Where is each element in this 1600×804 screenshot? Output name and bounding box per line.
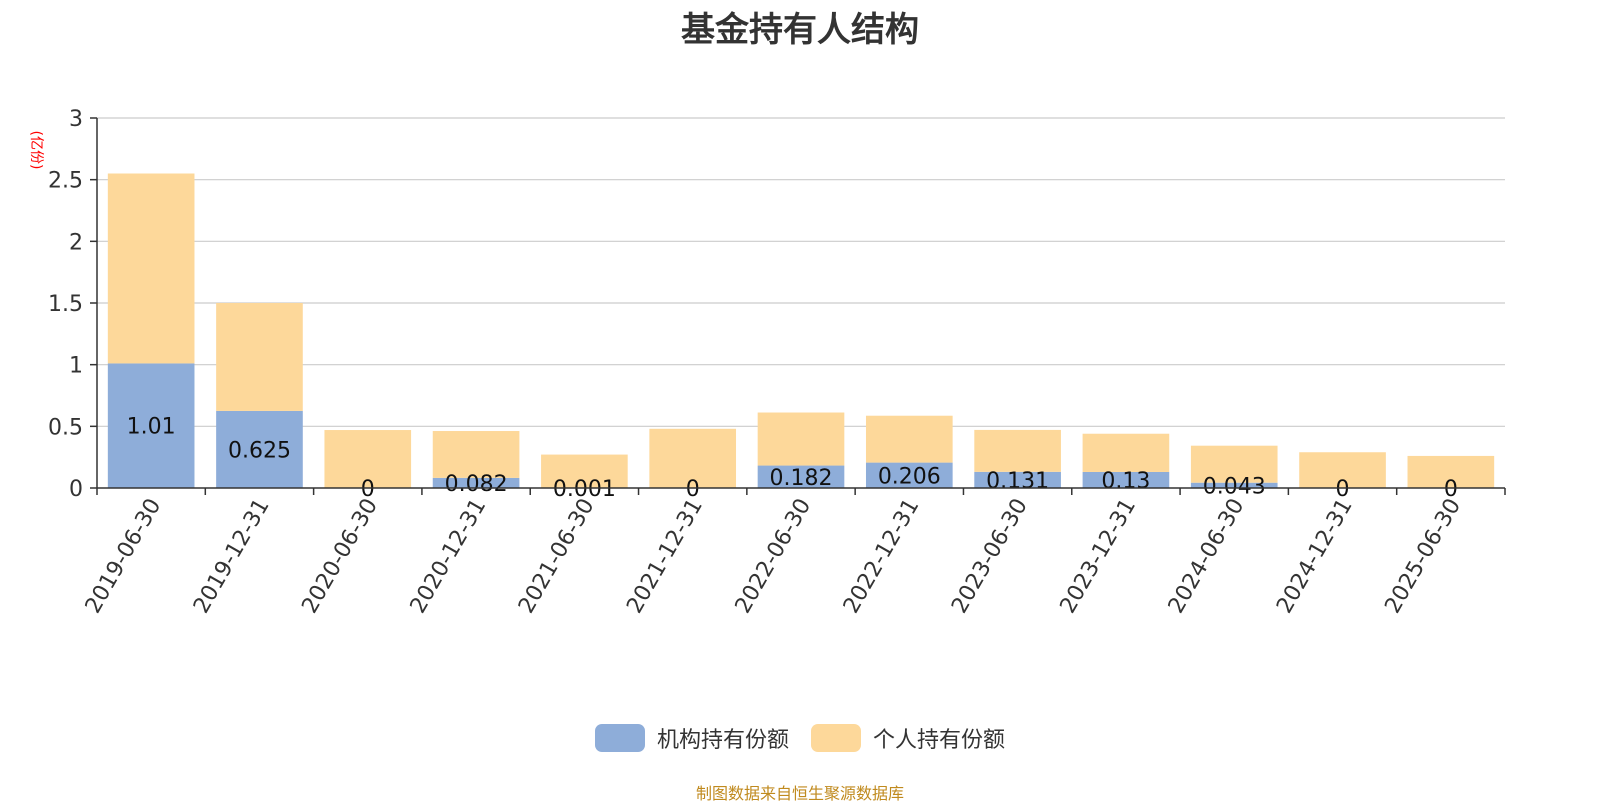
x-tick-label: 2021-06-30 xyxy=(514,495,600,618)
data-label-institution: 0.082 xyxy=(445,472,508,497)
y-tick-label: 2.5 xyxy=(48,169,83,194)
legend: 机构持有份额 个人持有份额 xyxy=(0,722,1600,754)
x-tick-label: 2025-06-30 xyxy=(1380,495,1466,618)
bar-individual xyxy=(758,413,845,466)
x-tick-label: 2019-06-30 xyxy=(81,495,167,618)
legend-swatch-individual xyxy=(811,724,861,752)
legend-swatch-institution xyxy=(595,724,645,752)
data-label-institution: 0.131 xyxy=(986,469,1049,494)
x-tick-label: 2022-06-30 xyxy=(731,495,817,618)
y-tick-label: 0.5 xyxy=(48,415,83,440)
x-tick-label: 2020-12-31 xyxy=(406,494,492,617)
y-tick-label: 2 xyxy=(69,230,83,255)
data-label-institution: 0.182 xyxy=(770,466,833,491)
x-tick-label: 2021-12-31 xyxy=(622,495,708,618)
bar-individual xyxy=(974,430,1061,472)
x-tick-label: 2023-06-30 xyxy=(947,495,1033,618)
x-tick-label: 2024-12-31 xyxy=(1272,495,1358,618)
y-tick-label: 0 xyxy=(69,477,83,502)
x-tick-label: 2024-06-30 xyxy=(1164,495,1250,618)
data-label-institution: 0.043 xyxy=(1203,474,1266,499)
bar-individual xyxy=(433,431,520,478)
x-tick-label: 2019-12-31 xyxy=(189,495,275,618)
data-label-institution: 1.01 xyxy=(127,415,176,440)
legend-item-institution[interactable]: 机构持有份额 xyxy=(595,722,789,754)
bar-individual xyxy=(866,416,953,463)
legend-item-individual[interactable]: 个人持有份额 xyxy=(811,722,1005,754)
y-tick-label: 1.5 xyxy=(48,292,83,317)
bar-individual xyxy=(1083,434,1170,472)
x-tick-label: 2020-06-30 xyxy=(297,495,383,618)
data-label-institution: 0.001 xyxy=(553,477,616,502)
bar-individual xyxy=(108,174,195,364)
data-label-institution: 0.206 xyxy=(878,464,941,489)
legend-label-institution: 机构持有份额 xyxy=(657,722,789,754)
y-tick-label: 1 xyxy=(69,354,83,379)
legend-label-individual: 个人持有份额 xyxy=(873,722,1005,754)
data-label-institution: 0.13 xyxy=(1101,469,1150,494)
source-note: 制图数据来自恒生聚源数据库 xyxy=(0,780,1600,804)
data-label-institution: 0.625 xyxy=(228,438,291,463)
bar-individual xyxy=(216,303,303,411)
y-tick-label: 3 xyxy=(69,107,83,132)
x-tick-label: 2022-12-31 xyxy=(839,494,925,617)
x-tick-label: 2023-12-31 xyxy=(1056,495,1142,618)
